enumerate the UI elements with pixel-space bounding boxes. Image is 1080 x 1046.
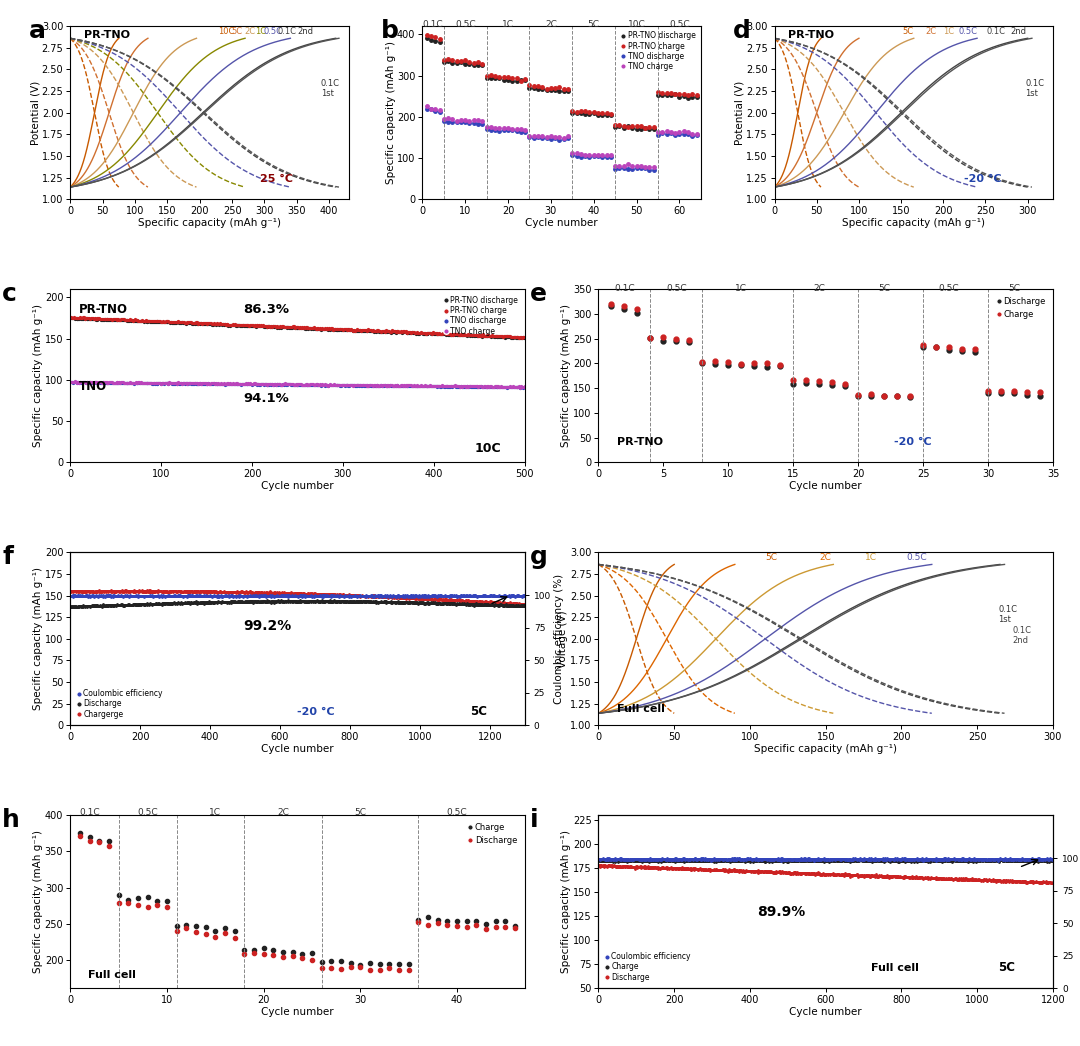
Text: 0.1C: 0.1C [986,27,1005,36]
Legend: Discharge, Charge: Discharge, Charge [994,293,1049,322]
X-axis label: Cycle number: Cycle number [261,481,334,491]
Text: 5C: 5C [354,808,366,817]
Text: 0.1C: 0.1C [278,27,297,36]
X-axis label: Specific capacity (mAh g⁻¹): Specific capacity (mAh g⁻¹) [842,218,985,228]
X-axis label: Cycle number: Cycle number [525,218,598,228]
Text: 1C: 1C [255,27,267,36]
Text: 5C: 5C [1008,283,1020,293]
Text: 1C: 1C [865,553,877,562]
Y-axis label: Specific capacity (mAh g⁻¹): Specific capacity (mAh g⁻¹) [33,831,43,974]
Text: b: b [380,19,399,43]
Y-axis label: Specific capacity (mAh g⁻¹): Specific capacity (mAh g⁻¹) [33,567,43,710]
Y-axis label: Specific capacity (mAh g⁻¹): Specific capacity (mAh g⁻¹) [33,304,43,448]
Text: 0.5C: 0.5C [959,27,977,36]
Y-axis label: Specific capacity (mAh g⁻¹): Specific capacity (mAh g⁻¹) [562,831,571,974]
Text: 5C: 5C [903,27,914,36]
Text: a: a [28,19,45,43]
Text: 94.1%: 94.1% [243,392,288,405]
Text: 2C: 2C [813,283,825,293]
Text: 2C: 2C [545,20,557,29]
Text: 10C: 10C [218,27,234,36]
Text: g: g [530,545,549,569]
Legend: PR-TNO discharge, PR-TNO charge, TNO discharge, TNO charge: PR-TNO discharge, PR-TNO charge, TNO dis… [441,293,521,339]
Text: 2nd: 2nd [1010,27,1026,36]
Text: 1C: 1C [735,283,747,293]
Text: 0.5C: 0.5C [939,283,959,293]
Text: 86.3%: 86.3% [243,303,289,317]
Y-axis label: Specific capacity (mAh g⁻¹): Specific capacity (mAh g⁻¹) [562,304,571,448]
Text: 2C: 2C [278,808,289,817]
X-axis label: Cycle number: Cycle number [261,744,334,754]
Text: 0.1C: 0.1C [79,808,99,817]
X-axis label: Cycle number: Cycle number [261,1007,334,1017]
X-axis label: Specific capacity (mAh g⁻¹): Specific capacity (mAh g⁻¹) [138,218,281,228]
Text: 0.1C: 0.1C [615,283,635,293]
Text: 5C: 5C [232,27,243,36]
Text: PR-TNO: PR-TNO [84,30,130,40]
Text: 2nd: 2nd [297,27,313,36]
Text: 2C: 2C [244,27,255,36]
Y-axis label: Voltage (V): Voltage (V) [558,610,568,667]
Text: 10C: 10C [475,441,501,455]
Text: 5C: 5C [878,283,890,293]
Text: PR-TNO: PR-TNO [788,30,835,40]
Text: PR-TNO: PR-TNO [617,437,663,447]
Text: e: e [530,282,548,306]
Text: -20 °C: -20 °C [963,174,1001,184]
Text: 99.2%: 99.2% [243,619,292,633]
X-axis label: Cycle number: Cycle number [789,481,862,491]
Text: Full cell: Full cell [872,963,919,973]
Text: d: d [732,19,751,43]
Text: 0.5C: 0.5C [670,20,690,29]
Legend: Coulombic efficiency, Discharge, Chargerge: Coulombic efficiency, Discharge, Charger… [75,686,165,722]
Text: 25 °C: 25 °C [259,174,293,184]
Text: 89.9%: 89.9% [757,905,806,918]
Text: i: i [530,809,539,833]
Legend: Charge, Discharge: Charge, Discharge [464,820,521,848]
Text: 0.1C
2nd: 0.1C 2nd [1012,626,1031,645]
Text: 5C: 5C [470,705,487,718]
Text: 1C: 1C [210,808,221,817]
Text: 1C: 1C [502,20,514,29]
Text: PR-TNO: PR-TNO [79,303,129,317]
Text: 5C: 5C [766,553,778,562]
Text: f: f [2,545,13,569]
Text: 0.1C
1st: 0.1C 1st [321,78,340,98]
Text: -20 °C: -20 °C [894,437,932,447]
Text: 0.1C
1st: 0.1C 1st [1025,78,1044,98]
Text: 0.5C: 0.5C [264,27,283,36]
Text: h: h [2,809,19,833]
Legend: Coulombic efficiency, Charge, Discharge: Coulombic efficiency, Charge, Discharge [603,950,694,984]
Text: Full cell: Full cell [89,970,136,980]
Text: 1C: 1C [943,27,954,36]
Text: 0.1C
1st: 0.1C 1st [998,605,1017,624]
Text: 0.5C: 0.5C [137,808,158,817]
Text: c: c [2,282,17,306]
Text: 0.5C: 0.5C [666,283,687,293]
Y-axis label: Specific capacity (mAh g⁻¹): Specific capacity (mAh g⁻¹) [386,41,395,184]
Y-axis label: Potential (V): Potential (V) [30,81,40,144]
Y-axis label: Coulombic efficiency (%): Coulombic efficiency (%) [554,574,564,704]
Text: 2C: 2C [820,553,832,562]
Text: -20 °C: -20 °C [297,707,335,717]
Text: 10C: 10C [627,20,646,29]
Text: 0.5C: 0.5C [447,808,468,817]
Text: 0.5C: 0.5C [906,553,927,562]
Text: 0.5C: 0.5C [455,20,475,29]
Text: 5C: 5C [998,961,1015,974]
Text: 2C: 2C [924,27,936,36]
Text: TNO: TNO [79,380,107,392]
Text: 0.1C: 0.1C [422,20,444,29]
X-axis label: Specific capacity (mAh g⁻¹): Specific capacity (mAh g⁻¹) [754,744,897,754]
X-axis label: Cycle number: Cycle number [789,1007,862,1017]
Text: 5C: 5C [588,20,599,29]
Y-axis label: Potential (V): Potential (V) [734,81,744,144]
Text: Full cell: Full cell [617,704,664,713]
Legend: PR-TNO discharge, PR-TNO charge, TNO discharge, TNO charge: PR-TNO discharge, PR-TNO charge, TNO dis… [620,30,697,72]
